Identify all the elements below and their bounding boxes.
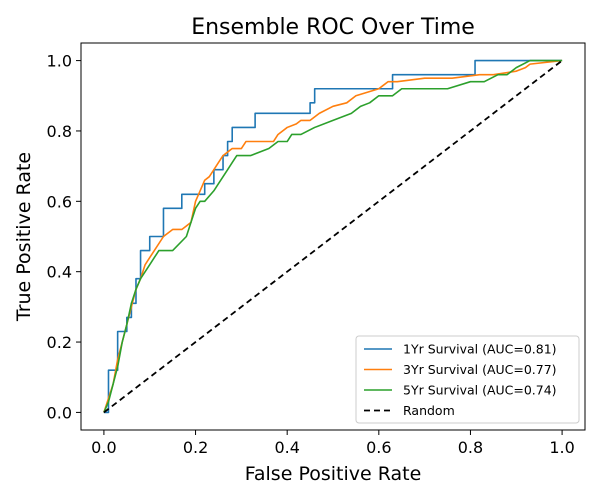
y-tick-label: 0.6 [47,192,72,211]
chart-title: Ensemble ROC Over Time [191,15,475,40]
series-line-0 [103,59,563,414]
x-tick-label: 0.8 [458,438,483,457]
legend-box [355,335,580,424]
y-tick-label: 0.2 [47,333,72,352]
legend-label-2: 5Yr Survival (AUC=0.74) [403,383,557,398]
plot-frame [80,42,586,431]
legend-entries: 1Yr Survival (AUC=0.81) 3Yr Survival (AUC… [364,342,557,418]
y-tick-label: 0.8 [47,122,72,141]
x-axis-label: False Positive Rate [245,463,422,485]
series-line-3 [103,59,563,414]
legend-label-0: 1Yr Survival (AUC=0.81) [403,342,557,357]
x-tick-label: 0.0 [91,438,116,457]
legend-label-3: Random [403,403,455,418]
plot-area [80,42,586,431]
y-tick-label: 0.4 [47,263,72,282]
x-tick-label: 0.6 [366,438,391,457]
series-line-2 [103,59,563,413]
x-tick-label: 0.2 [183,438,208,457]
y-axis-ticks: 0.0 0.2 0.4 0.6 0.8 1.0 [47,52,81,422]
y-axis-label: True Positive Rate [13,152,35,322]
y-tick-label: 0.0 [47,403,72,422]
y-tick-label: 1.0 [47,52,72,71]
legend: 1Yr Survival (AUC=0.81) 3Yr Survival (AUC… [355,335,580,424]
series-lines [103,59,563,414]
x-tick-label: 0.4 [274,438,299,457]
x-tick-label: 1.0 [549,438,574,457]
legend-label-1: 3Yr Survival (AUC=0.77) [403,362,557,377]
x-axis-ticks: 0.0 0.2 0.4 0.6 0.8 1.0 [91,430,575,457]
